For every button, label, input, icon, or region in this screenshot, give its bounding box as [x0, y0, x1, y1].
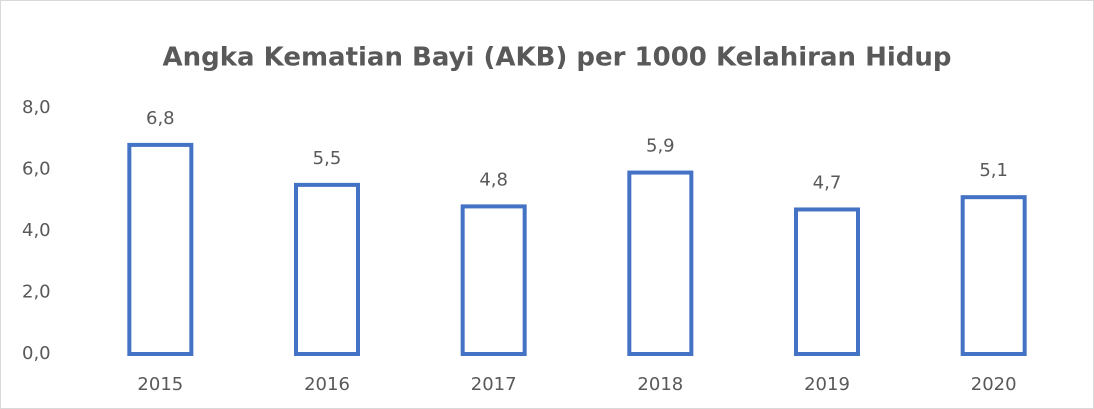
chart-title: Angka Kematian Bayi (AKB) per 1000 Kelah… — [163, 43, 952, 73]
x-tick-label: 2016 — [304, 374, 350, 395]
x-tick-label: 2020 — [971, 374, 1017, 395]
bar — [960, 195, 1027, 356]
value-label: 5,1 — [979, 160, 1008, 181]
x-tick-label: 2018 — [637, 374, 683, 395]
value-label: 4,7 — [813, 172, 842, 193]
y-tick-label: 4,0 — [22, 220, 51, 241]
value-label: 6,8 — [146, 108, 175, 129]
bar — [460, 204, 527, 356]
x-tick-label: 2017 — [471, 374, 517, 395]
x-tick-label: 2019 — [804, 374, 850, 395]
y-tick-label: 8,0 — [22, 97, 51, 118]
y-tick-label: 0,0 — [22, 343, 51, 364]
bar — [627, 170, 694, 356]
y-tick-label: 2,0 — [22, 282, 51, 303]
value-label: 5,5 — [313, 148, 342, 169]
bar — [294, 182, 360, 356]
bar — [794, 207, 860, 356]
value-label: 4,8 — [479, 169, 508, 190]
x-tick-label: 2015 — [137, 374, 183, 395]
y-tick-label: 6,0 — [22, 159, 51, 180]
value-label: 5,9 — [646, 136, 675, 157]
bar — [127, 142, 194, 356]
